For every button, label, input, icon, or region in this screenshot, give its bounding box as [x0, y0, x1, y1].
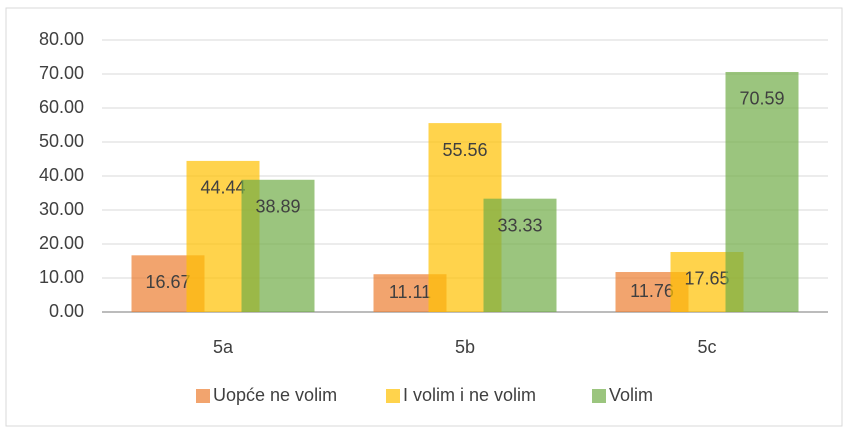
y-tick-label: 60.00	[39, 97, 84, 117]
y-tick-label: 30.00	[39, 199, 84, 219]
legend-swatch	[592, 389, 606, 403]
x-tick-label: 5c	[697, 337, 716, 357]
legend-swatch	[196, 389, 210, 403]
legend-label: Volim	[609, 385, 653, 405]
x-tick-label: 5b	[455, 337, 475, 357]
legend-swatch	[386, 389, 400, 403]
data-label: 55.56	[442, 140, 487, 160]
bar	[241, 179, 315, 312]
data-label: 70.59	[739, 89, 784, 109]
data-label: 17.65	[684, 269, 729, 289]
legend-label: Uopće ne volim	[213, 385, 337, 405]
chart-frame	[5, 7, 843, 427]
y-tick-label: 70.00	[39, 63, 84, 83]
y-tick-label: 50.00	[39, 131, 84, 151]
data-label: 16.67	[145, 272, 190, 292]
bar	[483, 198, 557, 312]
bar	[725, 71, 799, 312]
data-label: 11.11	[389, 282, 431, 302]
y-tick-label: 40.00	[39, 165, 84, 185]
y-tick-label: 0.00	[49, 301, 84, 321]
y-tick-label: 20.00	[39, 233, 84, 253]
data-label: 33.33	[497, 215, 542, 235]
x-tick-label: 5a	[213, 337, 234, 357]
data-label: 38.89	[255, 197, 300, 217]
y-tick-label: 80.00	[39, 29, 84, 49]
y-tick-label: 10.00	[39, 267, 84, 287]
data-label: 11.76	[630, 281, 674, 301]
data-label: 44.44	[200, 178, 245, 198]
legend-label: I volim i ne volim	[403, 385, 536, 405]
